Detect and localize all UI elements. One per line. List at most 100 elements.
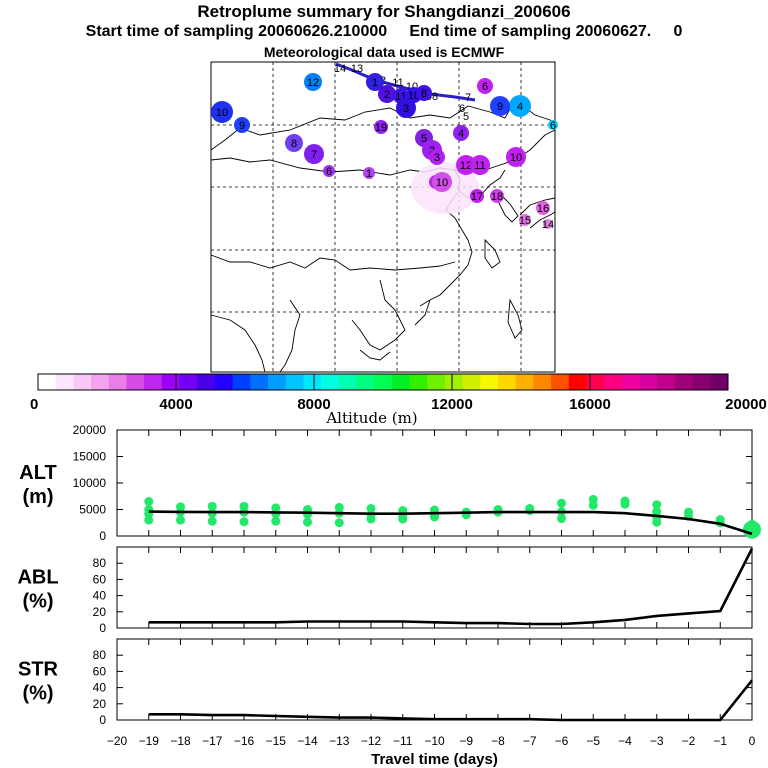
- cluster-label: 7: [311, 149, 317, 161]
- colorbar-cell: [498, 374, 517, 390]
- y-tick-label: 15000: [73, 450, 107, 464]
- track-label: 11: [392, 77, 403, 89]
- cluster-label: 18: [491, 191, 503, 203]
- panel-label-alt: (m): [22, 486, 53, 508]
- cluster-12: 12: [456, 155, 476, 175]
- track-label: 13: [351, 63, 363, 75]
- cluster-label: 12: [460, 160, 472, 172]
- y-tick-label: 0: [99, 713, 106, 727]
- cluster-label: 6: [482, 81, 488, 93]
- cluster-altitude-point: [557, 514, 566, 524]
- cluster-dot: [396, 98, 416, 118]
- cluster-label: 15: [519, 215, 531, 227]
- cluster-8: 8: [416, 85, 432, 101]
- x-tick-label: 0: [749, 734, 756, 748]
- met-data-note: Meteorological data used is ECMWF: [263, 44, 505, 60]
- cluster-dot: [477, 78, 493, 94]
- cluster-dot: [432, 172, 452, 192]
- colorbar-cell: [515, 374, 534, 390]
- colorbar-tick-label: 4000: [159, 396, 192, 413]
- x-tick-label: −18: [170, 734, 191, 748]
- cluster-label: 3: [403, 103, 409, 115]
- cluster-altitude-point: [207, 516, 217, 526]
- x-tick-label: −9: [459, 734, 473, 748]
- cluster-altitude-point: [652, 517, 662, 527]
- cluster-altitude-point: [620, 499, 630, 509]
- cluster-label: 6: [550, 120, 556, 132]
- cluster-altitude-point: [271, 516, 281, 526]
- x-tick-label: −16: [234, 734, 255, 748]
- cluster-label: 6: [326, 166, 332, 178]
- track-label: 5: [463, 111, 469, 123]
- sampling-period: Start time of sampling 20060626.210000 E…: [85, 23, 683, 40]
- map-panel: 141312111008765 121211108649310919875234…: [210, 61, 558, 373]
- y-tick-label: 20: [93, 697, 107, 711]
- cluster-label: 10: [436, 177, 448, 189]
- y-tick-label: 5000: [79, 503, 106, 517]
- panel-alt: 20000 15000 10000 5000 0 ALT(m): [19, 423, 761, 543]
- cluster-18: 18: [490, 189, 504, 203]
- colorbar-cell: [533, 374, 552, 390]
- colorbar-cell: [126, 374, 145, 390]
- cluster-dot: [234, 117, 250, 133]
- cluster-14: 14: [542, 219, 554, 231]
- cluster-label: 16: [537, 203, 549, 215]
- cluster-dot: [536, 201, 550, 215]
- cluster-dot: [304, 73, 322, 91]
- altitude-colorbar: 0 4000 8000 12000 16000 20000 Altitude (m): [30, 373, 767, 427]
- cluster-dot: [304, 144, 324, 164]
- cluster-10: 10: [506, 147, 526, 167]
- colorbar-cell: [586, 374, 605, 390]
- cluster-dot: [363, 167, 375, 179]
- x-tick-label: −14: [297, 734, 318, 748]
- map-gridlines: [211, 62, 555, 372]
- cluster-dot: [509, 95, 531, 117]
- cluster-12: 12: [304, 73, 322, 91]
- cluster-altitude-point: [366, 503, 376, 513]
- cluster-dot: [548, 120, 558, 130]
- cluster-6: 6: [548, 120, 558, 132]
- x-tick-label: −15: [266, 734, 287, 748]
- colorbar-cell: [621, 374, 641, 390]
- colorbar-cell: [161, 374, 181, 390]
- cluster-altitude-point: [239, 517, 249, 527]
- colorbar-cell: [692, 374, 711, 390]
- cluster-altitude-point: [303, 517, 312, 527]
- cluster-label: 9: [239, 120, 245, 132]
- cluster-label: 3: [434, 152, 440, 164]
- cluster-markers: 1212111086493109198752341211106151017181…: [211, 73, 558, 231]
- track-label: 7: [465, 92, 471, 104]
- cluster-2: 2: [378, 85, 396, 103]
- colorbar-cell: [108, 374, 127, 390]
- colorbar-cell: [338, 374, 357, 390]
- colorbar-cell: [250, 374, 269, 390]
- cluster-11: 11: [470, 155, 490, 175]
- colorbar-cell: [268, 374, 287, 390]
- colorbar-cell: [214, 374, 234, 390]
- time-series-panels: 20000150001000050000ALT(m)806040200ABL(%…: [17, 423, 761, 768]
- colorbar-frame: [37, 373, 729, 391]
- x-tick-label: −1: [713, 734, 727, 748]
- cluster-dot: [490, 189, 504, 203]
- colorbar-cell: [73, 374, 92, 390]
- cluster-3: 3: [396, 98, 416, 118]
- x-tick-label: −11: [393, 734, 413, 748]
- cluster-label: 2: [384, 89, 390, 101]
- cluster-label: 12: [307, 77, 319, 89]
- colorbar-cell: [710, 374, 729, 390]
- cluster-altitude-point: [207, 501, 217, 511]
- cluster-label: 5: [421, 133, 427, 145]
- colorbar-cell: [179, 374, 198, 390]
- y-tick-label: 40: [93, 681, 107, 695]
- x-tick-label: −12: [361, 734, 382, 748]
- x-axis-title: Travel time (days): [371, 751, 498, 768]
- cluster-dot: [211, 101, 233, 123]
- cluster-9: 9: [490, 96, 510, 116]
- panel-abl: 80 60 40 20 0 ABL(%): [17, 546, 754, 635]
- cluster-dot: [378, 85, 396, 103]
- colorbar-cell: [91, 374, 110, 390]
- cluster-15: 15: [519, 214, 531, 227]
- cluster-label: 10: [510, 152, 522, 164]
- x-tick-label: −20: [107, 734, 128, 748]
